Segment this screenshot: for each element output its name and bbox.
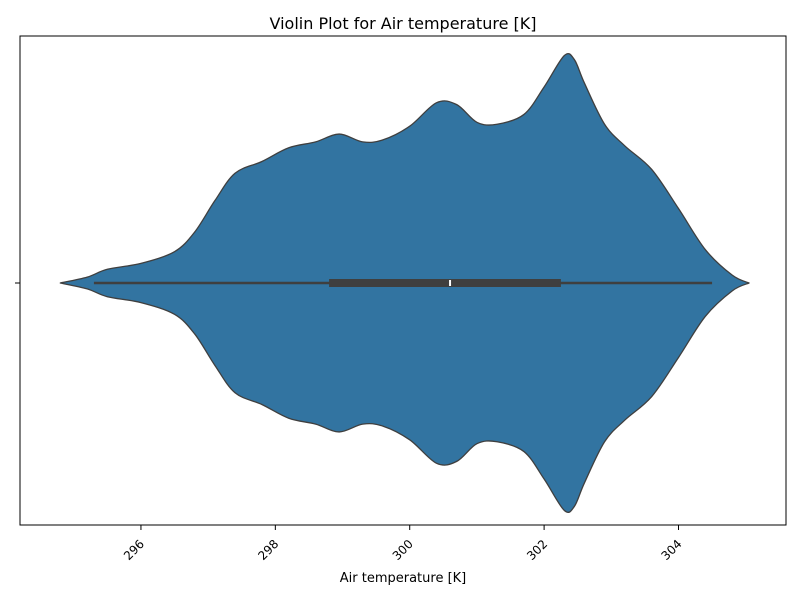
x-tick-label: 296 [121, 537, 147, 563]
x-tick-label: 298 [255, 537, 281, 563]
x-tick-label: 304 [659, 537, 685, 563]
x-axis: 296 298 300 302 304 [121, 525, 685, 563]
x-tick-label: 302 [524, 537, 550, 563]
plot-area [59, 53, 750, 513]
x-tick-label: 300 [390, 537, 416, 563]
chart-title: Violin Plot for Air temperature [K] [270, 14, 537, 33]
median-marker [449, 280, 452, 286]
plot-frame [19, 35, 787, 526]
x-axis-label: Air temperature [K] [340, 571, 467, 586]
iqr-box [329, 279, 561, 287]
